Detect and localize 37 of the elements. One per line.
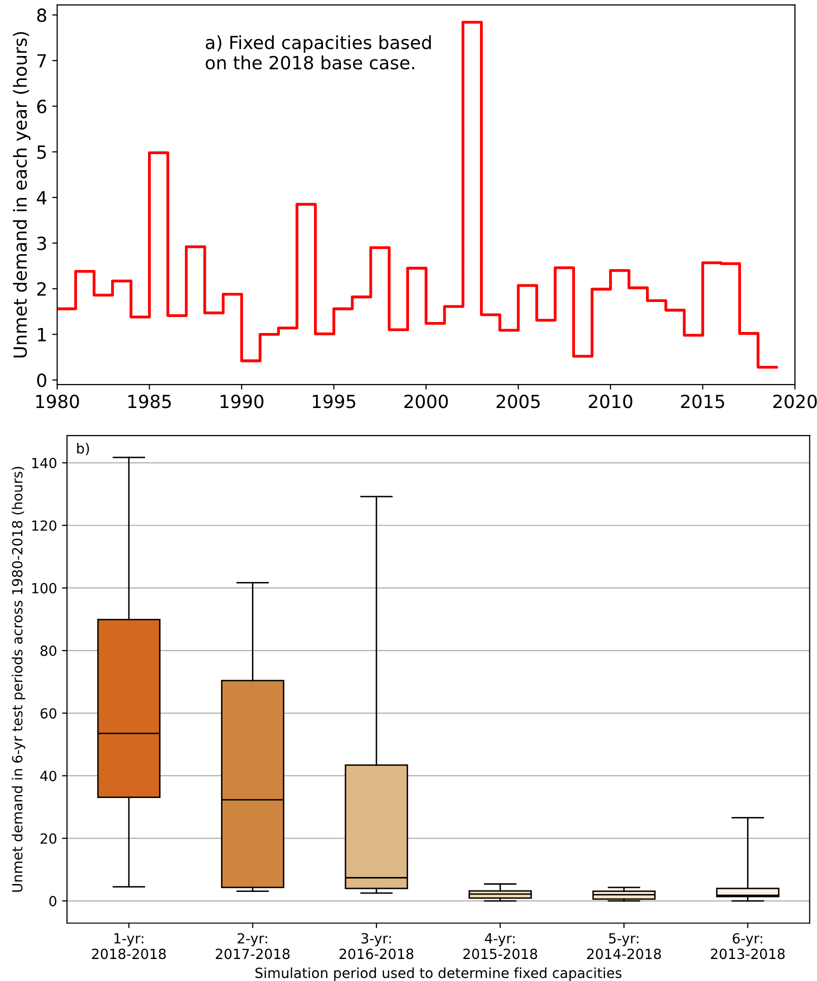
y-tick-label: 120 xyxy=(32,520,56,531)
x-tick-label: 2020 xyxy=(773,394,817,408)
y-tick-label: 140 xyxy=(32,458,56,468)
y-tick-label: 60 xyxy=(40,708,56,719)
y-axis-title: Unmet demand in 6-yr test periods across 1980-2018 (hours) xyxy=(12,466,26,892)
x-tick-label: 1980 xyxy=(36,394,79,408)
y-tick-label: 0 xyxy=(37,373,46,388)
x-tick-label: 1-yr: 2018-2018 xyxy=(92,933,166,960)
x-tick-label: 6-yr: 2013-2018 xyxy=(710,933,785,960)
x-tick-label: 5-yr: 2014-2018 xyxy=(587,933,661,960)
annotation: b) xyxy=(77,442,89,456)
x-tick-label: 2000 xyxy=(404,394,448,408)
x-tick-label: 1995 xyxy=(312,394,356,408)
x-tick-label: 1990 xyxy=(220,394,264,408)
y-tick-label: 100 xyxy=(32,582,56,594)
x-tick-label: 1985 xyxy=(128,394,171,408)
annotation: a) Fixed capacities based on the 2018 base case. xyxy=(206,35,431,70)
x-tick-label: 2005 xyxy=(496,394,540,408)
x-tick-label: 3-yr: 2016-2018 xyxy=(340,933,414,960)
y-tick-label: 40 xyxy=(40,770,56,782)
y-axis-title: Unmet demand in each year (hours) xyxy=(12,32,30,358)
x-axis-title: Simulation period used to determine fixed capacities xyxy=(255,967,622,981)
y-tick-label: 6 xyxy=(37,100,46,114)
x-tick-label: 2015 xyxy=(681,394,724,408)
x-tick-label: 4-yr: 2015-2018 xyxy=(463,933,538,960)
x-tick-label: 2010 xyxy=(588,394,632,408)
y-tick-label: 3 xyxy=(37,236,46,250)
y-tick-label: 0 xyxy=(49,896,56,906)
y-tick-label: 4 xyxy=(36,191,46,204)
y-tick-label: 5 xyxy=(37,146,46,159)
y-tick-label: 80 xyxy=(40,646,56,656)
y-tick-label: 7 xyxy=(37,54,46,68)
y-tick-label: 1 xyxy=(38,328,46,342)
y-tick-label: 20 xyxy=(40,833,56,844)
y-tick-label: 2 xyxy=(37,282,46,296)
y-tick-label: 8 xyxy=(37,8,46,22)
x-tick-label: 2-yr: 2017-2018 xyxy=(216,933,290,960)
